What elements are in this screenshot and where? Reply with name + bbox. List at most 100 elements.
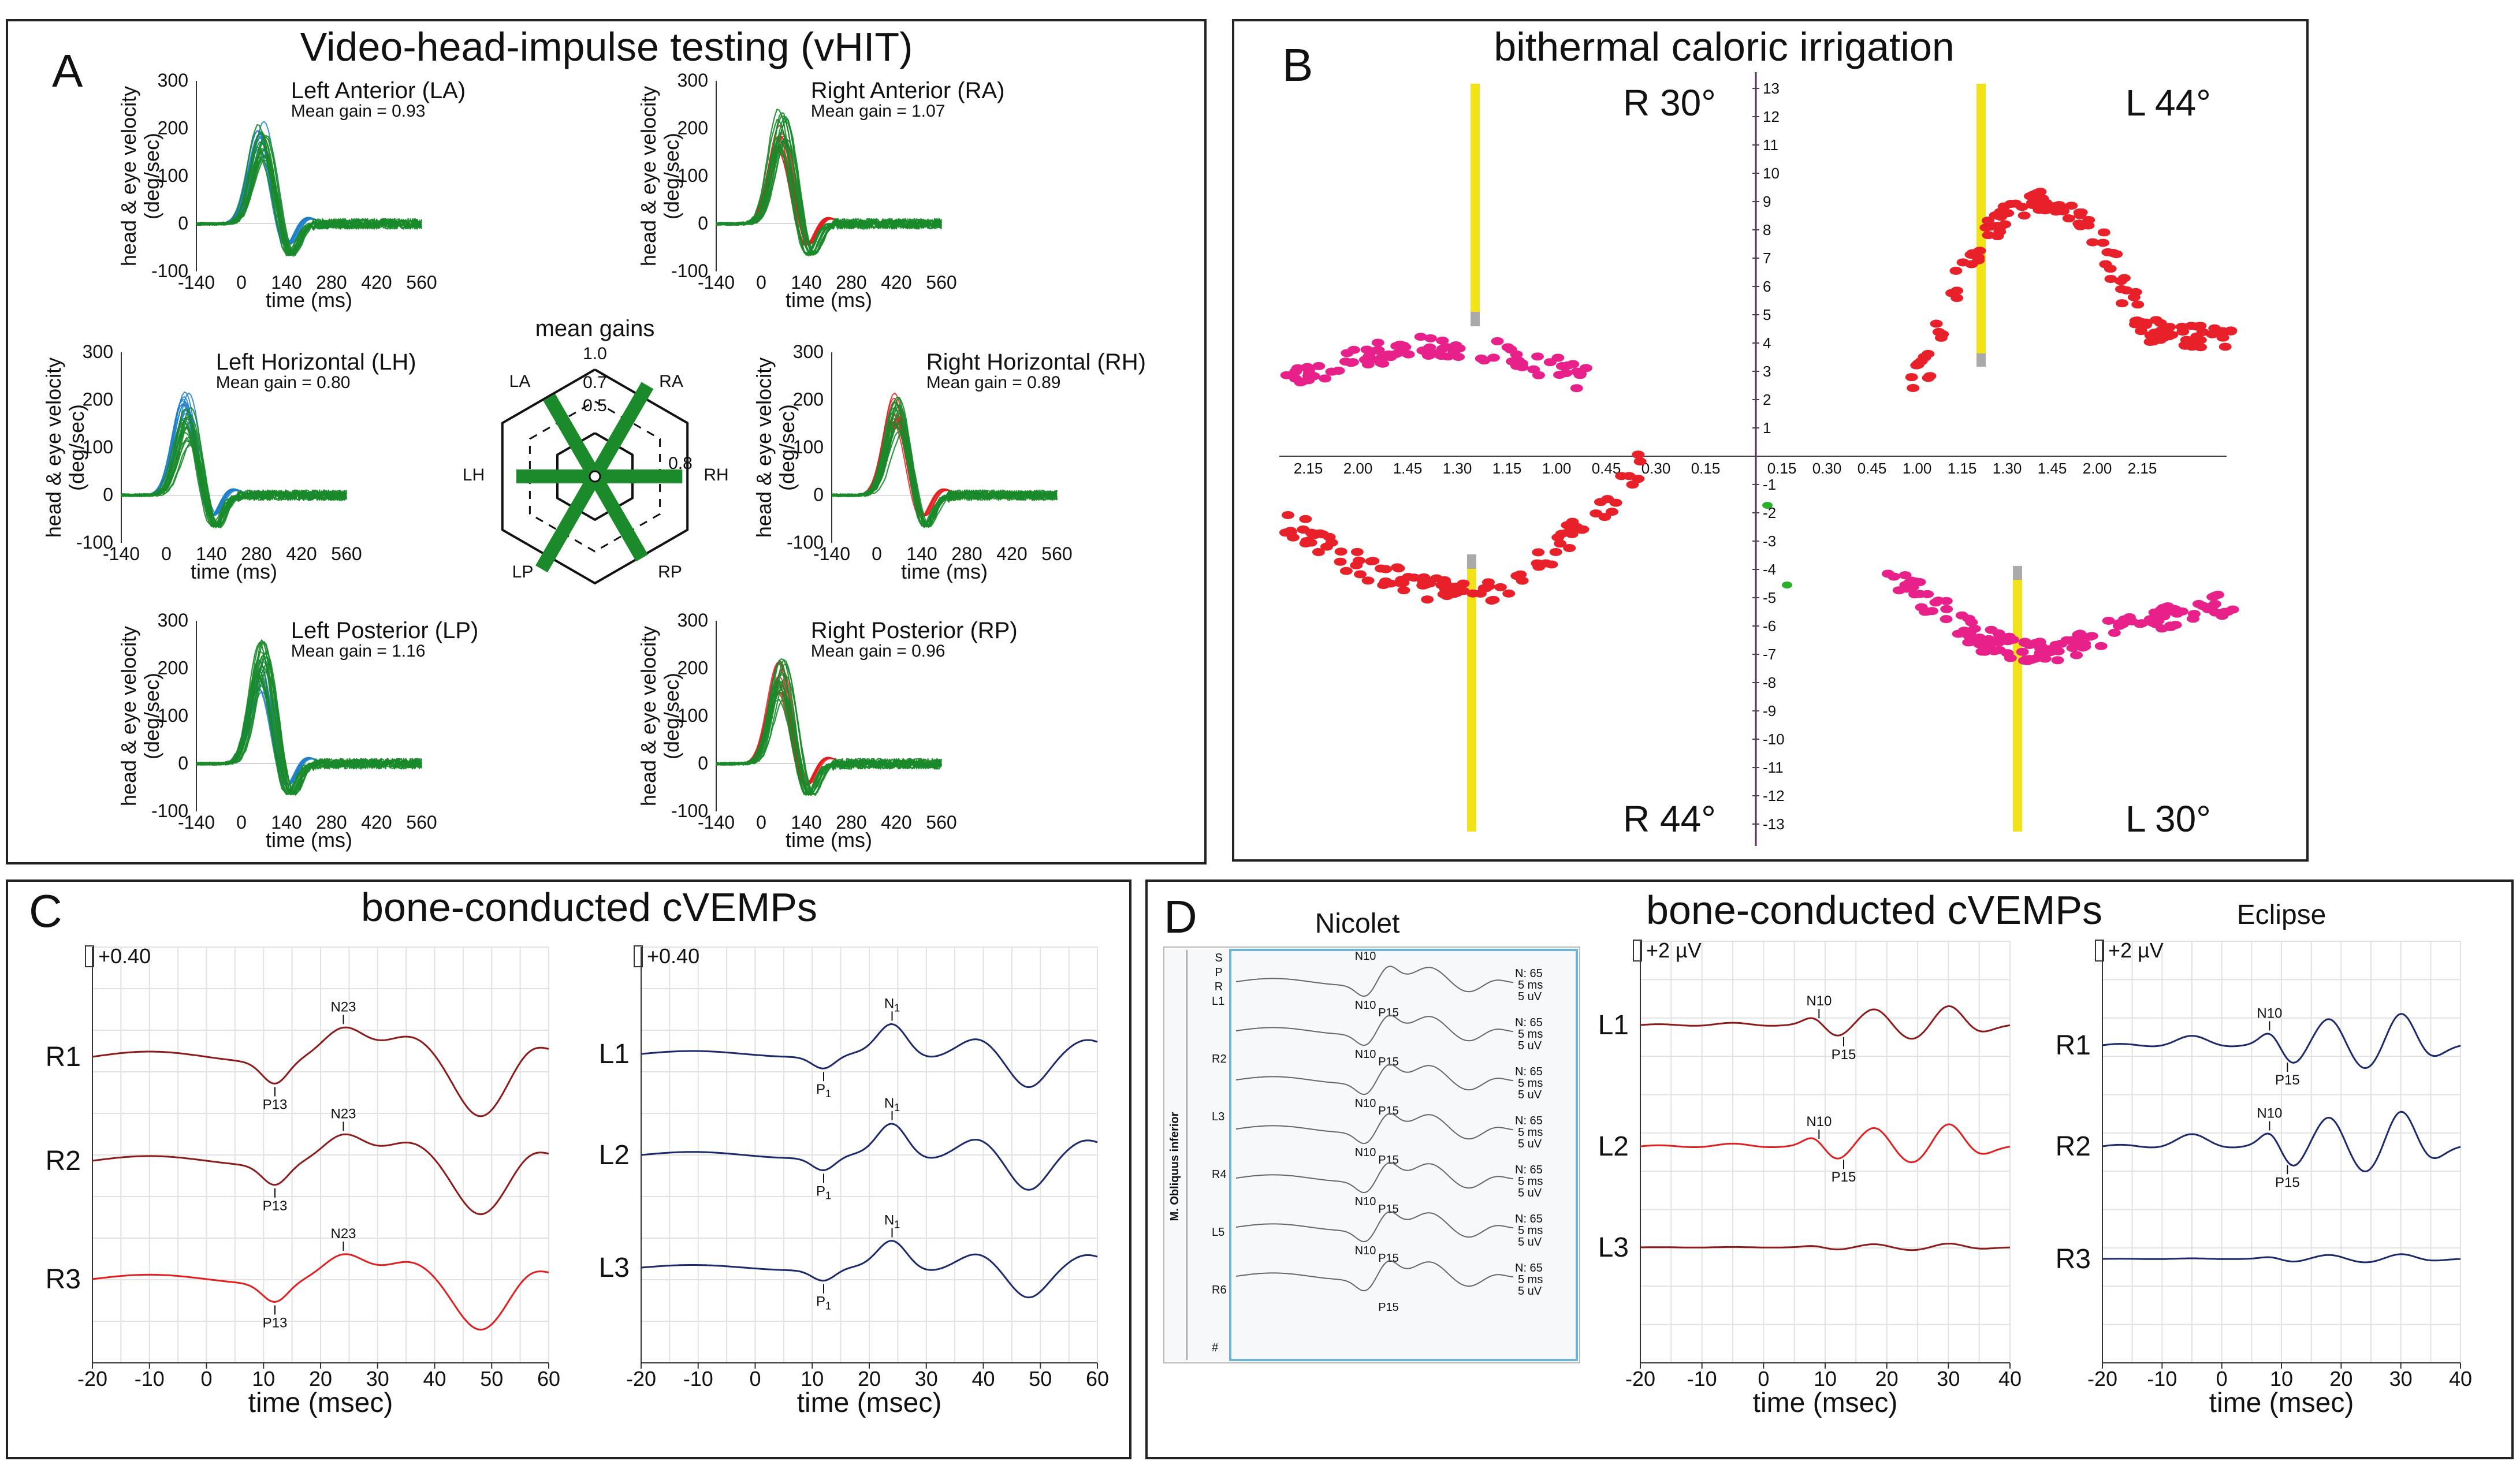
caloric-y-tick: -12 bbox=[1763, 787, 1785, 804]
vhit-plot-title: Left Posterior (LP) bbox=[291, 618, 479, 643]
eye-velocity-trace bbox=[716, 662, 942, 795]
vhit-y-label: head & eye velocity bbox=[636, 86, 660, 266]
caloric-x-tick: 2.00 bbox=[1343, 460, 1373, 477]
caloric-point-green bbox=[1762, 502, 1773, 509]
vemp-trace-label: L1 bbox=[599, 1039, 630, 1069]
vemp-peak-sub: 1 bbox=[894, 1219, 900, 1231]
caloric-x-tick: 2.15 bbox=[2128, 460, 2157, 477]
vhit-x-tick: -140 bbox=[103, 543, 140, 564]
vhit-x-tick: 560 bbox=[406, 812, 437, 833]
eye-velocity-trace bbox=[831, 431, 1058, 527]
nicolet-row-label: R6 bbox=[1212, 1284, 1227, 1296]
vemp-x-tick: -10 bbox=[2147, 1367, 2177, 1391]
caloric-point-r44 bbox=[1549, 547, 1562, 556]
caloric-point-r30 bbox=[1566, 360, 1580, 368]
caloric-point-l44 bbox=[1930, 319, 1943, 328]
vemp-scale-bracket bbox=[634, 945, 643, 967]
vemp-trace-label: L3 bbox=[1598, 1232, 1629, 1263]
cvemp-right-plot: -20 -10 0 10 20 30 40 50 60 time (msec) +0.40 R1 P13… bbox=[46, 944, 560, 1418]
caloric-point-l30 bbox=[2169, 621, 2182, 629]
eye-velocity-trace bbox=[121, 439, 348, 527]
vhit-gain-label: Mean gain = 0.96 bbox=[811, 642, 946, 661]
nicolet-sidebar-label: M. Obliquus inferior bbox=[1168, 1112, 1181, 1221]
vhit-x-tick: 280 bbox=[316, 272, 347, 293]
vhit-plot-4: 300 200 100 0 -100-140 0 140 280 420 560 time (ms)… bbox=[752, 341, 1146, 583]
vemp-peak-label: P1 bbox=[816, 1183, 831, 1201]
eye-velocity-trace bbox=[121, 422, 348, 526]
caloric-x-tick: 1.00 bbox=[1903, 460, 1932, 477]
vhit-y-tick: -100 bbox=[151, 260, 188, 281]
caloric-point-r30 bbox=[1559, 369, 1573, 378]
vemp-x-tick: -20 bbox=[77, 1367, 107, 1391]
caloric-point-l30 bbox=[1940, 615, 1953, 624]
radar-label-rh: RH bbox=[703, 465, 728, 485]
nicolet-peak-n: N10 bbox=[1355, 1244, 1376, 1257]
radar-outer-ring bbox=[501, 368, 689, 584]
eye-velocity-trace bbox=[196, 148, 422, 256]
nicolet-uv-label: 5 uV bbox=[1518, 1039, 1542, 1052]
vemp-trace-label: L2 bbox=[1598, 1131, 1629, 1162]
head-velocity-trace bbox=[716, 691, 941, 787]
vemp-peak-label: P13 bbox=[263, 1097, 288, 1112]
vemp-trace bbox=[641, 1023, 1098, 1089]
eye-velocity-trace bbox=[121, 443, 347, 528]
vhit-x-tick: 0 bbox=[236, 272, 247, 293]
eye-velocity-trace bbox=[121, 415, 347, 527]
caloric-point-r44 bbox=[1510, 572, 1524, 580]
nicolet-trace bbox=[1235, 1113, 1514, 1145]
vhit-x-tick: 560 bbox=[926, 272, 956, 293]
vhit-x-tick: 0 bbox=[756, 812, 766, 833]
nicolet-header-letter: P bbox=[1215, 966, 1222, 979]
vhit-y-tick: 200 bbox=[793, 389, 824, 410]
caloric-marker-end bbox=[1471, 312, 1480, 326]
eye-velocity-trace bbox=[831, 404, 1058, 526]
caloric-point-r44 bbox=[1305, 528, 1318, 537]
vemp-peak-sub: 1 bbox=[894, 1002, 900, 1013]
caloric-point-l44 bbox=[2224, 327, 2238, 336]
cvemp-nicolet-plot: -20 -10 0 10 20 30 40 time (msec) +2 µV L1 N10 P15 L… bbox=[1598, 938, 2022, 1418]
vemp-x-tick: -20 bbox=[1625, 1367, 1655, 1391]
vemp-scale-bracket bbox=[1633, 940, 1642, 962]
caloric-point-l30 bbox=[2123, 613, 2136, 621]
nicolet-header-letter: R bbox=[1215, 981, 1223, 993]
vemp-trace bbox=[641, 1123, 1098, 1191]
caloric-y-tick: 9 bbox=[1763, 193, 1771, 210]
caloric-point-r44 bbox=[1334, 547, 1348, 556]
caloric-y-tick: -9 bbox=[1763, 702, 1776, 720]
radar-ring-label-2: 0.7 bbox=[583, 373, 607, 392]
caloric-point-r30 bbox=[1436, 336, 1449, 345]
caloric-point-l44 bbox=[2144, 331, 2157, 340]
nicolet-uv-label: 5 uV bbox=[1518, 1236, 1542, 1249]
vhit-plot-title: Right Posterior (RP) bbox=[811, 618, 1018, 643]
caloric-point-l44 bbox=[2131, 300, 2145, 309]
panel-a-frame bbox=[6, 19, 1207, 864]
nicolet-uv-label: 5 uV bbox=[1518, 1138, 1542, 1150]
vhit-x-tick: 560 bbox=[331, 543, 362, 564]
eye-velocity-trace bbox=[831, 409, 1058, 527]
caloric-point-r30 bbox=[1289, 374, 1302, 383]
caloric-point-l30 bbox=[2226, 605, 2239, 614]
eye-velocity-trace bbox=[831, 420, 1058, 526]
vemp-peak-label: P15 bbox=[2275, 1072, 2300, 1088]
nicolet-frame bbox=[1229, 949, 1578, 1361]
caloric-point-r44 bbox=[1374, 564, 1387, 573]
caloric-point-r30 bbox=[1570, 384, 1583, 393]
caloric-point-r44 bbox=[1397, 579, 1410, 587]
caloric-point-r30 bbox=[1510, 350, 1523, 359]
panel-a-letter: A bbox=[52, 45, 83, 96]
eye-velocity-trace bbox=[716, 661, 942, 796]
vemp-x-tick: 40 bbox=[2449, 1367, 2472, 1391]
caloric-point-r30 bbox=[1347, 345, 1360, 354]
vemp-trace-label: L3 bbox=[599, 1253, 630, 1283]
vhit-y-label: head & eye velocity bbox=[117, 626, 140, 806]
caloric-point-r44 bbox=[1299, 515, 1312, 523]
caloric-point-r30 bbox=[1360, 345, 1373, 354]
caloric-point-l30 bbox=[2033, 638, 2046, 646]
vhit-y-tick: 0 bbox=[103, 485, 113, 505]
caloric-x-tick: 1.15 bbox=[1948, 460, 1977, 477]
radar-chart: mean gains 1.0 0.7 0.5 0.8 LA RA LH RH L… bbox=[463, 316, 729, 582]
vemp-x-tick: 60 bbox=[1086, 1367, 1109, 1391]
caloric-point-r30 bbox=[1424, 334, 1437, 342]
eye-velocity-trace bbox=[716, 672, 943, 795]
radar-gain-bar bbox=[535, 473, 601, 573]
